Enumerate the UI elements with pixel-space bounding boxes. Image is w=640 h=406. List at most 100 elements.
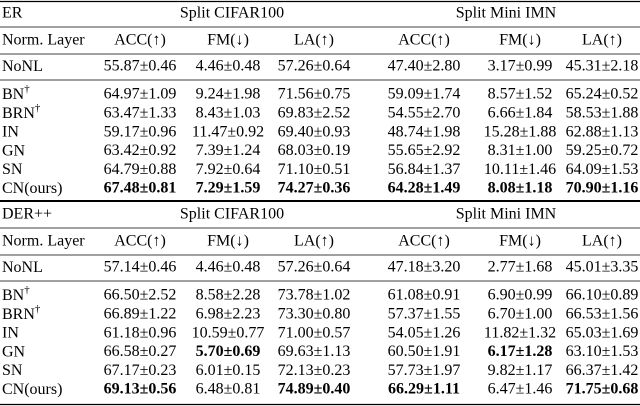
cell: 71.10±0.51 [278,161,351,178]
cell: 57.26±0.64 [278,58,351,75]
row-label: IN [2,123,19,140]
cell: 70.90±1.16 [566,180,639,197]
cell: 57.14±0.46 [104,259,177,276]
cell: 66.89±1.22 [104,305,177,322]
column-header: ACC(↑) [398,233,450,250]
cell: 8.08±1.18 [488,180,553,197]
cell: 2.77±1.68 [488,259,553,276]
cell: 47.18±3.20 [388,259,461,276]
cell: 66.53±1.56 [566,305,639,322]
cell: 57.37±1.55 [388,305,461,322]
section-name: DER++ [2,206,52,223]
cell: 9.82±1.17 [488,362,553,379]
row-label-text: GN [2,142,26,159]
cell: 4.46±0.48 [196,58,261,75]
column-header: FM(↓) [499,233,541,250]
cell: 8.31±1.00 [488,142,553,159]
column-header: LA(↑) [582,32,622,49]
cell: 10.59±0.77 [192,324,265,341]
row-label-text: BN [2,287,25,304]
cell: 6.98±2.23 [196,305,261,322]
cell: 65.24±0.52 [566,86,639,103]
row-label-sup: † [24,284,30,296]
row-label-text: CN(ours) [2,180,62,197]
cell: 69.40±0.93 [278,123,351,140]
cell: 63.42±0.92 [104,142,177,159]
cell: 55.87±0.46 [104,58,177,75]
row-label: CN(ours) [2,180,62,197]
cell: 69.83±2.52 [278,104,351,121]
cell: 64.28±1.49 [388,180,461,197]
cell: 73.30±0.80 [278,305,351,322]
row-label: SN [2,362,23,379]
row-label: NoNL [2,259,43,276]
cell: 58.53±1.88 [566,104,639,121]
cell: 11.47±0.92 [192,123,264,140]
cell: 47.40±2.80 [388,58,461,75]
cell: 6.01±0.15 [196,362,261,379]
cell: 7.39±1.24 [196,142,261,159]
cell: 59.17±0.96 [104,123,177,140]
cell: 10.11±1.46 [484,161,556,178]
column-header: LA(↑) [294,233,334,250]
row-label: BN† [2,284,30,304]
cell: 8.57±1.52 [488,86,553,103]
row-label-text: CN(ours) [2,381,62,398]
row-label-text: SN [2,362,23,379]
cell: 5.70±0.69 [196,343,261,360]
cell: 6.48±0.81 [196,381,261,398]
cell: 48.74±1.98 [388,123,461,140]
cell: 62.88±1.13 [566,123,639,140]
cell: 11.82±1.32 [484,324,556,341]
cell: 66.58±0.27 [104,343,177,360]
cell: 6.17±1.28 [488,343,553,360]
cell: 4.46±0.48 [196,259,261,276]
cell: 57.26±0.64 [278,259,351,276]
cell: 74.89±0.40 [278,381,351,398]
cell: 71.00±0.57 [278,324,351,341]
cell: 72.13±0.23 [278,362,351,379]
group-label: Split CIFAR100 [180,5,284,22]
cell: 66.29±1.11 [388,381,460,398]
cell: 55.65±2.92 [388,142,461,159]
cell: 66.37±1.42 [566,362,639,379]
row-label-text: SN [2,161,23,178]
cell: 7.92±0.64 [196,161,261,178]
cell: 3.17±0.99 [488,58,553,75]
cell: 67.17±0.23 [104,362,177,379]
row-header: Norm. Layer [2,32,85,49]
row-label-sup: † [35,302,41,314]
column-header: LA(↑) [582,233,622,250]
group-label: Split CIFAR100 [180,206,284,223]
cell: 7.29±1.59 [196,180,261,197]
cell: 45.01±3.35 [566,259,639,276]
row-label-text: NoNL [2,259,43,276]
cell: 6.90±0.99 [488,287,553,304]
column-header: LA(↑) [294,32,334,49]
column-header: FM(↓) [499,32,541,49]
cell: 8.58±2.28 [196,287,261,304]
row-label-sup: † [24,83,30,95]
cell: 6.66±1.84 [488,104,553,121]
cell: 71.75±0.68 [566,381,639,398]
cell: 64.09±1.53 [566,161,639,178]
row-label: BRN† [2,302,41,322]
cell: 65.03±1.69 [566,324,639,341]
cell: 15.28±1.88 [484,123,557,140]
row-label: SN [2,161,23,178]
row-label: GN [2,343,26,360]
cell: 59.25±0.72 [566,142,639,159]
cell: 64.97±1.09 [104,86,177,103]
cell: 63.10±1.53 [566,343,639,360]
row-label: CN(ours) [2,381,62,398]
cell: 74.27±0.36 [278,180,351,197]
cell: 73.78±1.02 [278,287,351,304]
cell: 66.10±0.89 [566,287,639,304]
cell: 9.24±1.98 [196,86,261,103]
row-label-text: GN [2,343,26,360]
cell: 61.18±0.96 [104,324,177,341]
cell: 61.08±0.91 [388,287,461,304]
cell: 8.43±1.03 [196,104,261,121]
group-label: Split Mini IMN [456,5,557,22]
